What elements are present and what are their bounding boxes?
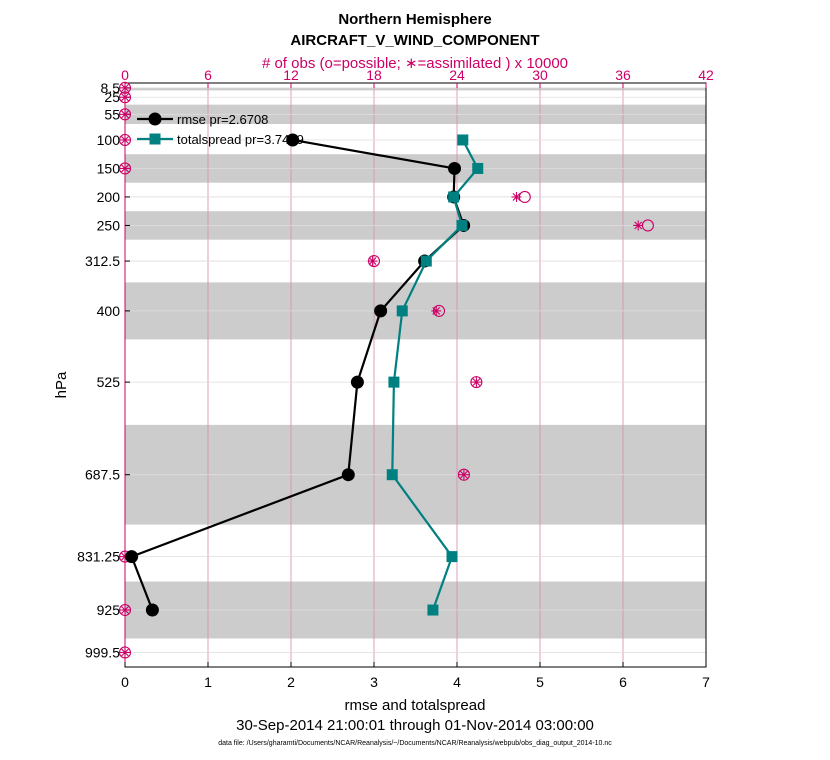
rmse-point xyxy=(374,304,388,318)
obs-assimilated-marker xyxy=(459,470,468,479)
top-tick-label: 36 xyxy=(615,67,631,83)
chart-subtitle: AIRCRAFT_V_WIND_COMPONENT xyxy=(290,32,539,49)
totalspread-point xyxy=(446,551,458,563)
rmse-point xyxy=(286,133,300,147)
obs-possible-marker xyxy=(118,133,132,147)
totalspread-point xyxy=(386,469,398,481)
totalspread-point xyxy=(396,305,408,317)
legend-label: totalspread pr=3.7499 xyxy=(177,132,304,147)
y-tick-label: 925 xyxy=(97,602,121,618)
obs-possible-marker xyxy=(457,468,470,481)
plot-area: 0 1 2 3 4 5 6 70 6 12 18 24 30 36 428.5255510015020025… xyxy=(77,67,714,690)
y-tick-label: 400 xyxy=(97,303,121,319)
top-tick-label: 12 xyxy=(283,67,299,83)
x-tick-label: 2 xyxy=(287,674,295,690)
date-range: 30-Sep-2014 21:00:01 through 01-Nov-2014… xyxy=(236,717,594,734)
x-tick-label: 0 xyxy=(121,674,129,690)
x-tick-label: 5 xyxy=(536,674,544,690)
obs-possible-marker xyxy=(118,162,132,175)
rmse-point xyxy=(350,375,364,389)
totalspread-point xyxy=(472,162,484,174)
top-tick-label: 24 xyxy=(449,67,465,83)
obs-possible-marker xyxy=(118,646,132,659)
obs-possible-marker xyxy=(118,603,132,617)
obs-possible-marker xyxy=(118,91,132,104)
y-tick-label: 8.5 xyxy=(101,80,121,96)
y-tick-label: 525 xyxy=(97,374,121,390)
y-tick-label: 25 xyxy=(104,89,120,105)
top-tick-label: 18 xyxy=(366,67,382,83)
level-band xyxy=(125,87,706,91)
y-tick-label: 687.5 xyxy=(85,467,120,483)
y-tick-label: 250 xyxy=(97,217,121,233)
obs-assimilated-marker xyxy=(121,164,129,173)
totalspread-point xyxy=(427,604,439,616)
totalspread-point xyxy=(420,255,432,267)
totalspread-point xyxy=(457,134,469,146)
obs-possible-marker xyxy=(118,108,132,121)
top-tick-label: 42 xyxy=(698,67,714,83)
x-tick-label: 7 xyxy=(702,674,710,690)
y-tick-label: 55 xyxy=(104,106,120,122)
top-tick-label: 30 xyxy=(532,67,548,83)
rmse-point xyxy=(125,550,139,564)
obs-assimilated-marker xyxy=(472,378,481,387)
y-tick-label: 150 xyxy=(97,160,121,176)
x-tick-label: 6 xyxy=(619,674,627,690)
legend-label: rmse pr=2.6708 xyxy=(177,112,268,127)
legend-marker xyxy=(148,112,162,126)
rmse-point xyxy=(145,603,159,617)
footer-data-file: data file: /Users/gharamti/Documents/NCA… xyxy=(218,740,612,747)
obs-assimilated-marker xyxy=(368,257,377,265)
rmse-line xyxy=(130,138,465,611)
obs-possible-marker xyxy=(470,376,483,389)
totalspread-point xyxy=(388,376,400,388)
obs-assimilated-marker xyxy=(121,83,129,92)
rmse-point xyxy=(341,468,355,482)
y-tick-label: 831.25 xyxy=(77,549,120,565)
totalspread-line xyxy=(391,139,480,611)
obs-assimilated-marker xyxy=(121,606,129,614)
top-tick-label: 0 xyxy=(121,67,129,83)
totalspread-point xyxy=(448,191,460,203)
totalspread-point xyxy=(456,219,468,231)
y-tick-label: 200 xyxy=(97,189,121,205)
y-tick-label: 999.5 xyxy=(85,644,120,660)
x-tick-label: 3 xyxy=(370,674,378,690)
x-axis-label: rmse and totalspread xyxy=(345,697,486,714)
obs-assimilated-marker xyxy=(121,93,129,102)
rmse-point xyxy=(448,161,462,175)
top-tick-label: 6 xyxy=(204,67,212,83)
obs-assimilated-marker xyxy=(121,648,129,657)
obs-assimilated-marker xyxy=(512,193,521,201)
obs-assimilated-marker xyxy=(121,136,129,144)
x-tick-label: 4 xyxy=(453,674,461,690)
legend-marker xyxy=(149,133,161,145)
obs-assimilated-marker xyxy=(121,110,129,119)
y-axis-label: hPa xyxy=(53,371,70,398)
x-tick-label: 1 xyxy=(204,674,212,690)
y-tick-label: 312.5 xyxy=(85,253,120,269)
top-axis-label: # of obs (o=possible; ∗=assimilated ) x … xyxy=(262,55,568,72)
chart-title: Northern Hemisphere xyxy=(338,11,491,28)
y-tick-label: 100 xyxy=(97,132,121,148)
obs-assimilated-marker xyxy=(432,306,441,315)
obs-assimilated-marker xyxy=(634,221,643,230)
